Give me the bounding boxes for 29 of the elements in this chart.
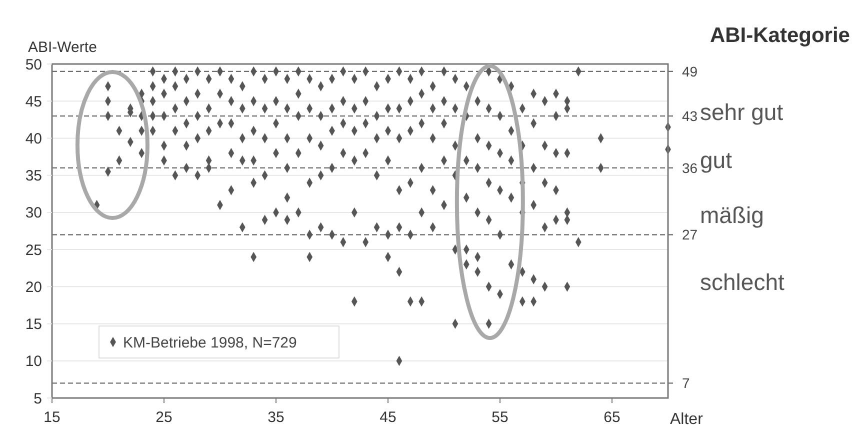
legend-label: KM-Betriebe 1998, N=729 (123, 334, 297, 352)
y-tick-label: 20 (25, 278, 42, 296)
x-tick-label: 65 (604, 409, 620, 426)
y-tick-label: 35 (25, 168, 42, 185)
y-tick-label: 15 (25, 316, 42, 334)
y-tick-label: 45 (25, 93, 42, 110)
x-tick-label: 35 (268, 409, 284, 426)
ref-line-label: 36 (682, 160, 698, 176)
text: sehr gut (700, 99, 784, 126)
text: mäßig (700, 202, 764, 228)
y-tick-label: 30 (25, 204, 42, 222)
ref-line-label: 49 (682, 63, 698, 80)
y-tick-label: 5 (34, 390, 42, 408)
x-tick-label: 15 (44, 409, 60, 426)
y-tick-label: 10 (25, 353, 42, 370)
y-tick-label: 25 (25, 242, 42, 259)
text: ABI-Kategorie (710, 24, 850, 47)
ref-line-label: 43 (682, 108, 698, 124)
y-tick-label: 50 (25, 56, 42, 74)
ref-line-label: 7 (682, 375, 690, 392)
y-tick-label: 40 (25, 130, 42, 148)
x-tick-label: 45 (380, 409, 396, 426)
y-axis-title: ABI-Werte (28, 39, 97, 56)
x-tick-label: 25 (156, 409, 172, 426)
x-axis-title: Alter (670, 411, 704, 428)
ref-line-label: 27 (682, 226, 698, 243)
x-tick-label: 55 (492, 409, 508, 426)
text: schlecht (700, 269, 785, 296)
text: gut (700, 147, 733, 174)
